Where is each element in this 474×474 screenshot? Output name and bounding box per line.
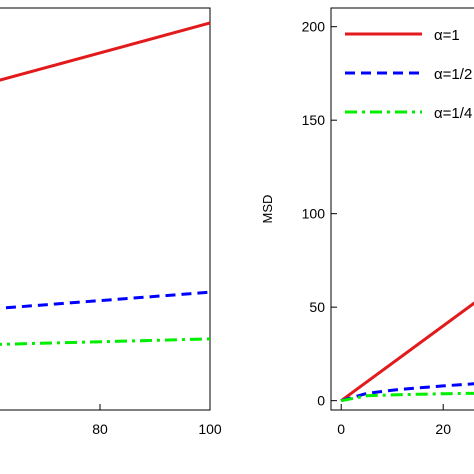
- legend-label-0: α=1: [434, 27, 460, 44]
- legend-label-2: α=1/4: [434, 105, 472, 122]
- plot-frame: [330, 7, 474, 411]
- left-plot: 80 100: [0, 7, 222, 437]
- y-tick-label: 0: [317, 393, 325, 409]
- y-axis-label: MSD: [260, 195, 275, 224]
- y-tick-label: 200: [302, 19, 326, 35]
- y-tick-label: 50: [309, 299, 325, 315]
- x-tick-label: 0: [337, 421, 345, 437]
- series-line-2: [340, 391, 474, 403]
- series-line-1: [340, 382, 474, 403]
- x-tick-label: 80: [92, 421, 108, 437]
- series-line-0: [0, 21, 210, 82]
- plot-frame: [0, 7, 211, 411]
- x-tick-label: 100: [198, 421, 222, 437]
- series-line-2: [0, 337, 210, 346]
- y-tick-label: 100: [302, 206, 326, 222]
- legend: α=1 α=1/2 α=1/4: [345, 27, 472, 122]
- y-tick-label: 150: [302, 112, 326, 128]
- series-line-0: [340, 301, 474, 402]
- series-line-1: [0, 290, 210, 310]
- x-tick-label: 20: [435, 421, 451, 437]
- legend-label-1: α=1/2: [434, 66, 472, 83]
